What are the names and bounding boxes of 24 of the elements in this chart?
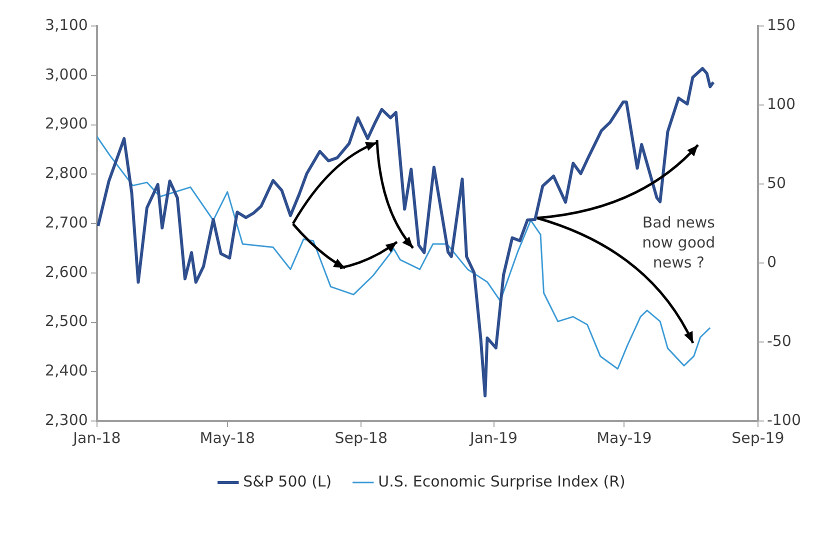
y2-tick-label: 100: [766, 94, 796, 113]
x-tick-label: Jan-18: [72, 428, 121, 447]
y-tick-label: 2,900: [44, 114, 88, 133]
legend-label: S&P 500 (L): [243, 472, 332, 490]
x-tick-label: Sep-19: [732, 428, 784, 447]
x-tick-label: May-19: [596, 428, 652, 447]
y2-tick-label: -50: [766, 332, 792, 350]
y2-tick-label: 0: [766, 252, 777, 271]
y-tick-label: 2,700: [44, 213, 88, 232]
x-tick-label: May-18: [200, 428, 256, 447]
y-tick-label: 2,800: [44, 164, 88, 182]
y2-tick-label: 150: [766, 16, 796, 34]
y-tick-label: 2,500: [44, 312, 88, 330]
y-tick-label: 3,100: [44, 16, 88, 34]
y2-tick-label: 50: [766, 174, 786, 192]
x-tick-label: Jan-19: [468, 428, 518, 447]
legend-label: U.S. Economic Surprise Index (R): [378, 472, 626, 490]
x-tick-label: Sep-18: [334, 428, 388, 447]
y-tick-label: 2,400: [44, 362, 88, 380]
y-tick-label: 2,600: [44, 262, 88, 281]
y-tick-label: 2,300: [44, 410, 88, 429]
annotation: Bad news now good news ?: [642, 213, 716, 272]
y-tick-label: 3,000: [44, 65, 88, 84]
y2-tick-label: -100: [766, 410, 802, 429]
